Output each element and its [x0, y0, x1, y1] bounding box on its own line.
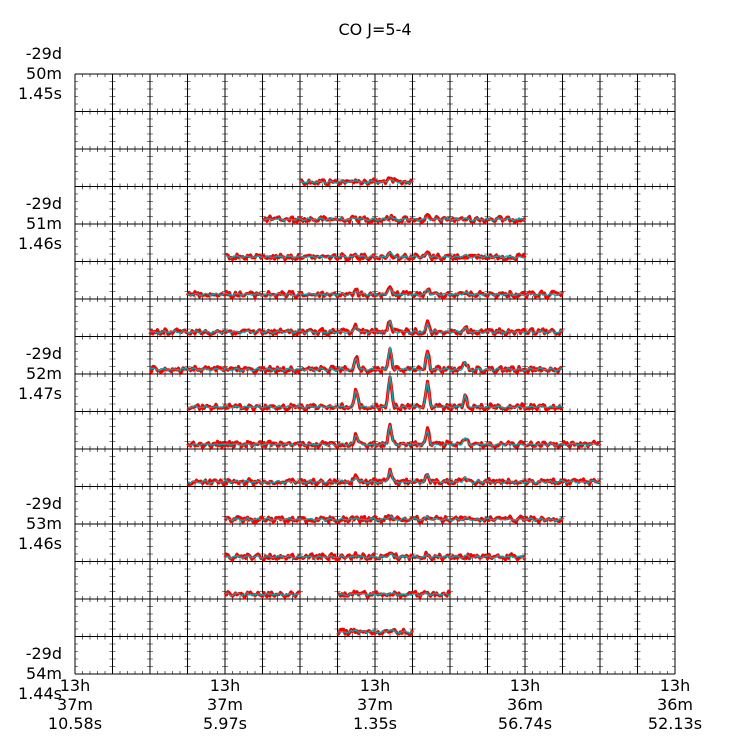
x-tick-label-line: 37m [207, 695, 243, 714]
x-tick-label-line: 10.58s [47, 714, 103, 733]
y-tick-label-line: 1.46s [18, 234, 62, 253]
spectrum-cyan [187, 287, 563, 297]
grid-major-ticks [74, 73, 676, 675]
spectrum-cyan [262, 215, 526, 222]
x-tick-label-line: 13h [659, 676, 691, 695]
spectrum-cyan [187, 468, 600, 485]
y-tick-label-line: 51m [26, 214, 62, 233]
spectrum-red [149, 347, 564, 375]
x-tick-label: 13h 36m 56.74s [485, 676, 565, 733]
spectrum-cyan [149, 346, 563, 372]
y-tick-label: -29d 54m 1.44s [0, 644, 62, 704]
y-tick-label-line: 54m [26, 664, 62, 683]
x-tick-label-line: 13h [509, 676, 541, 695]
x-tick-label-line: 1.35s [353, 714, 397, 733]
y-tick-label-line: 53m [26, 514, 62, 533]
y-tick-label-line: 52m [26, 364, 62, 383]
spectrum-cyan [224, 515, 563, 522]
y-tick-label: -29d 51m 1.46s [0, 194, 62, 254]
x-tick-label-line: 13h [359, 676, 391, 695]
x-tick-label-line: 37m [357, 695, 393, 714]
x-tick-label-line: 36m [507, 695, 543, 714]
x-tick-label-line: 5.97s [203, 714, 247, 733]
x-tick-label: 13h 37m 1.35s [335, 676, 415, 733]
y-tick-label-line: 1.45s [18, 84, 62, 103]
y-tick-label-line: 1.47s [18, 384, 62, 403]
x-tick-label-line: 56.74s [497, 714, 553, 733]
spectrum-cyan [224, 592, 301, 597]
spectrum-cyan [187, 375, 563, 410]
y-tick-label: -29d 50m 1.45s [0, 44, 62, 104]
y-tick-label-line: -29d [25, 644, 62, 663]
spectrum-cyan [299, 178, 413, 184]
spectrum-cyan [187, 424, 601, 447]
spectrum-cyan [337, 591, 451, 597]
spectrum-red [223, 590, 302, 600]
y-tick-label-line: 1.46s [18, 534, 62, 553]
x-tick-label-line: 36m [657, 695, 693, 714]
y-tick-label-line: -29d [25, 194, 62, 213]
spectrum-cyan [224, 552, 526, 560]
x-tick-label-line: 37m [57, 695, 93, 714]
y-tick-label-line: -29d [25, 344, 62, 363]
y-tick-label-line: -29d [25, 494, 62, 513]
x-tick-label-line: 13h [209, 676, 241, 695]
spectrum-cyan [224, 251, 526, 260]
spectrum-cyan [337, 629, 413, 635]
x-tick-label-line: 52.13s [647, 714, 703, 733]
y-tick-label-line: 1.44s [18, 684, 62, 703]
chart-title: CO J=5-4 [338, 20, 412, 39]
x-tick-label: 13h 37m 5.97s [185, 676, 265, 733]
y-tick-label: -29d 53m 1.46s [0, 494, 62, 554]
x-tick-label-line: 13h [59, 676, 91, 695]
y-tick-label-line: -29d [25, 44, 62, 63]
y-tick-label-line: 50m [26, 64, 62, 83]
x-tick-label: 13h 37m 10.58s [35, 676, 115, 733]
spectrum-cyan [149, 319, 563, 335]
y-tick-label: -29d 52m 1.47s [0, 344, 62, 404]
x-tick-label: 13h 36m 52.13s [635, 676, 715, 733]
